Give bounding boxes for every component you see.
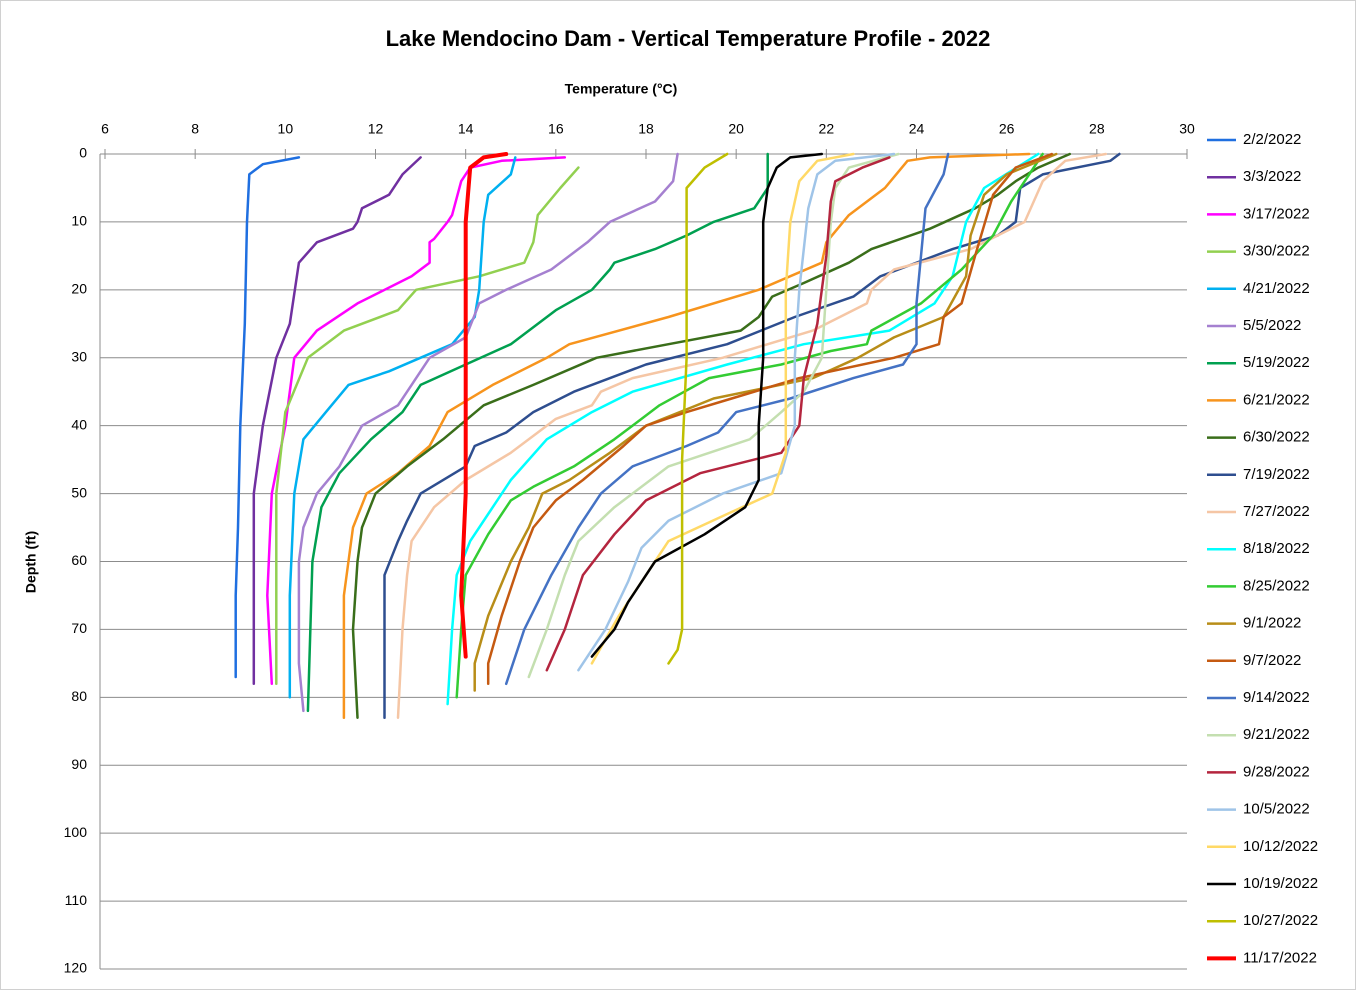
series-line	[306, 152, 769, 713]
y-tick-label: 100	[64, 824, 88, 840]
y-tick-label: 0	[79, 145, 87, 161]
y-tick-label: 20	[71, 281, 87, 297]
x-tick-label: 6	[101, 121, 109, 137]
series-line	[288, 156, 517, 699]
legend-label: 6/30/2022	[1243, 429, 1310, 446]
x-tick-label: 16	[548, 121, 564, 137]
legend-label: 3/30/2022	[1243, 243, 1310, 260]
x-tick-label: 8	[191, 121, 199, 137]
x-tick-label: 24	[909, 121, 925, 137]
y-tick-label: 60	[71, 552, 87, 568]
legend: 2/2/2022 3/3/2022 3/17/2022 3/30/2022 4/21/2…	[1207, 131, 1318, 966]
x-tick-label: 10	[278, 121, 294, 137]
series-line	[504, 152, 950, 686]
series-line	[486, 152, 1054, 686]
legend-label: 10/12/2022	[1243, 838, 1318, 855]
legend-label: 5/19/2022	[1243, 354, 1310, 371]
y-tick-label: 30	[71, 348, 87, 364]
series-line	[446, 152, 1040, 706]
y-axis-title: Depth (ft)	[23, 531, 39, 593]
x-tick-label: 20	[728, 121, 744, 137]
y-tick-label: 90	[71, 756, 87, 772]
legend-label: 2/2/2022	[1243, 131, 1301, 148]
lines	[234, 152, 1121, 719]
legend-label: 10/19/2022	[1243, 875, 1318, 892]
legend-label: 9/1/2022	[1243, 615, 1301, 632]
x-tick-label: 12	[368, 121, 384, 137]
y-tick-label: 80	[71, 688, 87, 704]
legend-label: 3/3/2022	[1243, 168, 1301, 185]
legend-label: 10/27/2022	[1243, 912, 1318, 929]
x-axis-title: Temperature (°C)	[565, 81, 678, 97]
series-line	[234, 156, 301, 679]
legend-label: 5/5/2022	[1243, 317, 1301, 334]
x-tick-label: 14	[458, 121, 474, 137]
legend-label: 4/21/2022	[1243, 280, 1310, 297]
series-line	[396, 152, 1108, 719]
series-line	[545, 156, 891, 672]
x-tick-label: 26	[999, 121, 1015, 137]
legend-label: 11/17/2022	[1243, 949, 1317, 966]
series-line	[351, 152, 1072, 719]
legend-label: 8/25/2022	[1243, 577, 1310, 594]
x-tick-label: 30	[1179, 121, 1195, 137]
series-line	[297, 152, 679, 713]
legend-label: 9/7/2022	[1243, 652, 1301, 669]
x-tick-label: 18	[638, 121, 654, 137]
x-tick-label: 28	[1089, 121, 1105, 137]
series-line	[342, 152, 1031, 719]
y-tick-label: 50	[71, 484, 87, 500]
chart-title: Lake Mendocino Dam - Vertical Temperatur…	[386, 26, 991, 51]
series-line	[527, 152, 900, 679]
y-tick-label: 120	[64, 960, 88, 976]
y-tick-label: 40	[71, 416, 87, 432]
series-line	[252, 156, 422, 686]
series-line	[667, 152, 729, 665]
series-line	[590, 152, 824, 658]
legend-label: 9/21/2022	[1243, 726, 1310, 743]
legend-label: 10/5/2022	[1243, 801, 1310, 818]
y-tick-label: 10	[71, 213, 87, 229]
series-line	[577, 152, 896, 672]
series-line	[455, 152, 1044, 699]
legend-label: 7/19/2022	[1243, 466, 1310, 483]
legend-label: 9/14/2022	[1243, 689, 1310, 706]
legend-label: 7/27/2022	[1243, 503, 1310, 520]
x-tick-label: 22	[819, 121, 835, 137]
y-tick-label: 70	[71, 620, 87, 636]
legend-label: 3/17/2022	[1243, 205, 1310, 222]
y-tick-label: 110	[65, 892, 88, 908]
legend-label: 8/18/2022	[1243, 540, 1310, 557]
series-line	[473, 152, 1058, 692]
legend-label: 6/21/2022	[1243, 391, 1310, 408]
grid: 0 10 20 30 40 50 60 70 80 90 100 110 120 6 8 10 12 14 16 18…	[64, 121, 1195, 976]
legend-label: 9/28/2022	[1243, 763, 1310, 780]
series-line	[275, 166, 580, 686]
series-line	[459, 152, 509, 659]
